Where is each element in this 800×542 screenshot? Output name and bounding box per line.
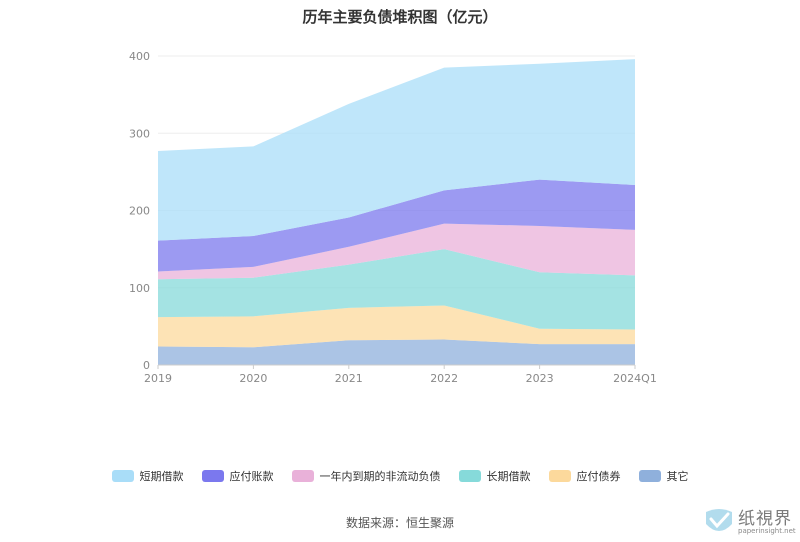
area-series-2 [158, 249, 635, 330]
legend-label: 短期借款 [139, 470, 184, 483]
x-tick-label: 2020 [239, 372, 267, 385]
x-tick-label: 2022 [430, 372, 458, 385]
y-tick-label: 300 [129, 127, 150, 140]
legend-swatch [548, 470, 571, 482]
legend-swatch [458, 470, 481, 482]
legend-label: 一年内到期的非流动负债 [319, 470, 441, 483]
area-series-4 [158, 179, 635, 272]
legend-swatch [291, 470, 314, 482]
legend-label: 其它 [666, 470, 689, 483]
watermark-main: 纸視界 [738, 509, 792, 529]
watermark-icon [706, 509, 732, 531]
area-series-1 [158, 305, 635, 348]
x-tick-label: 2021 [335, 372, 363, 385]
area-series-0 [158, 339, 635, 365]
legend-swatch [201, 470, 224, 482]
x-tick-label: 2024Q1 [613, 372, 657, 385]
legend-item[interactable]: 应付账款 [201, 468, 274, 484]
x-tick-label: 2023 [526, 372, 554, 385]
legend-item[interactable]: 应付债券 [548, 468, 621, 484]
chart-legend: 短期借款 应付账款 一年内到期的非流动负债 长期借款 应付债券 其它 [0, 468, 800, 484]
legend-item[interactable]: 一年内到期的非流动负债 [291, 468, 441, 484]
legend-swatch [111, 470, 134, 482]
legend-item[interactable]: 长期借款 [458, 468, 531, 484]
legend-label: 长期借款 [486, 470, 531, 483]
area-series-5 [158, 59, 635, 241]
watermark-sub: paperinsight.net [738, 527, 796, 535]
legend-item[interactable]: 短期借款 [111, 468, 184, 484]
y-tick-label: 200 [129, 205, 150, 218]
legend-label: 应付债券 [576, 470, 621, 483]
watermark-logo: 纸視界 paperinsight.net [702, 504, 798, 540]
legend-swatch [638, 470, 661, 482]
chart-title: 历年主要负债堆积图（亿元） [302, 8, 498, 26]
data-source-note: 数据来源：恒生聚源 [345, 516, 454, 530]
legend-label: 应付账款 [229, 470, 274, 483]
y-tick-label: 400 [129, 50, 150, 63]
stacked-area-chart: 0 100 200 300 400 2019 2020 2021 2022 2023 2024Q1 [129, 50, 657, 385]
area-series-3 [158, 223, 635, 280]
y-tick-label: 0 [143, 359, 150, 372]
x-tick-label: 2019 [144, 372, 172, 385]
legend-item[interactable]: 其它 [638, 468, 689, 484]
y-tick-label: 100 [129, 282, 150, 295]
